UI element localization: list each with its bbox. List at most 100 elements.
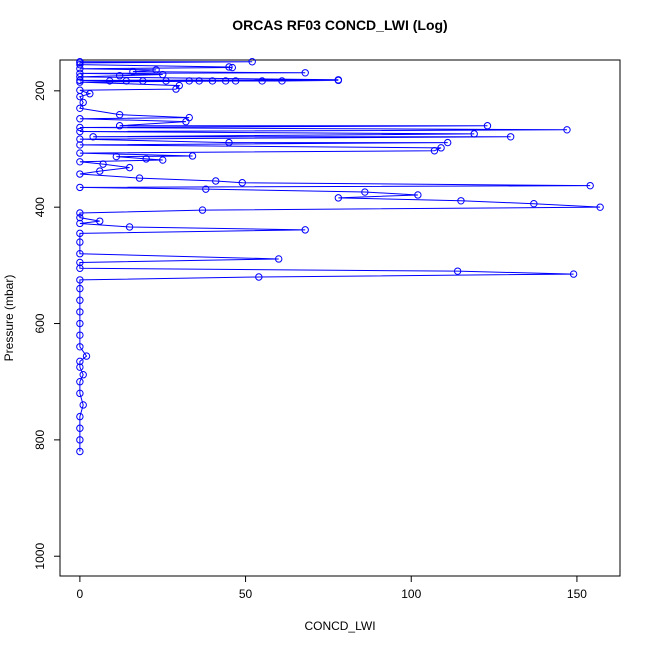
data-point: [76, 115, 84, 123]
data-point: [139, 77, 147, 85]
data-point: [301, 69, 309, 77]
data-point: [76, 363, 84, 371]
data-point: [185, 77, 193, 85]
data-point: [122, 77, 130, 85]
data-point: [125, 223, 134, 231]
data-point: [248, 58, 256, 66]
data-point: [99, 160, 107, 168]
data-point: [238, 179, 246, 187]
data-point: [125, 163, 134, 172]
data-point: [255, 273, 263, 281]
x-axis-label: CONCD_LWI: [304, 619, 375, 633]
data-point: [76, 123, 84, 132]
data-point: [76, 412, 84, 421]
data-point: [334, 76, 343, 85]
data-point: [76, 447, 84, 456]
data-point: [76, 238, 84, 246]
data-point: [96, 167, 104, 175]
data-point: [79, 371, 87, 379]
data-point: [453, 267, 462, 275]
data-point: [89, 133, 97, 141]
data-point: [76, 141, 84, 149]
data-point: [182, 117, 190, 126]
data-point: [152, 66, 160, 74]
data-point: [258, 77, 266, 85]
plot-frame: [59, 59, 621, 577]
data-point: [86, 90, 94, 98]
data-point: [76, 319, 84, 328]
data-point: [76, 258, 84, 267]
data-point: [76, 250, 84, 258]
data-point: [96, 217, 104, 225]
data-point: [76, 436, 84, 444]
data-point: [443, 138, 452, 147]
y-tick-label: 800: [33, 430, 47, 450]
x-tick-label: 0: [77, 587, 84, 601]
data-point: [506, 133, 515, 141]
data-point: [115, 122, 124, 130]
data-point: [76, 158, 84, 166]
data-point: [430, 147, 439, 155]
x-tick-label: 50: [239, 587, 253, 601]
data-point: [76, 264, 84, 272]
data-point: [334, 194, 343, 202]
data-point: [437, 144, 445, 152]
data-point: [76, 343, 84, 351]
data-point: [361, 188, 369, 196]
y-tick-label: 400: [33, 197, 47, 217]
y-tick-label: 600: [33, 313, 47, 333]
data-point: [195, 77, 203, 85]
data-point: [76, 284, 84, 293]
data-point: [76, 104, 84, 112]
data-point: [76, 127, 84, 136]
data-point: [79, 401, 87, 409]
data-point: [76, 170, 84, 178]
data-point: [225, 138, 233, 147]
data-point: [159, 156, 167, 164]
data-point: [76, 308, 84, 316]
data-point: [76, 276, 84, 284]
data-point: [231, 77, 240, 85]
data-point: [530, 199, 538, 208]
data-point: [129, 67, 137, 76]
data-point: [228, 63, 237, 72]
data-point: [225, 63, 233, 71]
data-line: [79, 61, 601, 452]
data-point: [135, 174, 144, 182]
data-point: [82, 352, 91, 360]
x-tick-label: 100: [401, 587, 421, 601]
y-tick-label: 1000: [33, 543, 47, 570]
data-point: [76, 60, 84, 69]
data-point: [198, 206, 207, 214]
data-point: [162, 77, 170, 85]
data-point: [76, 135, 84, 143]
data-point: [470, 130, 478, 138]
data-point: [414, 191, 422, 199]
data-point: [457, 197, 465, 205]
y-axis-label: Pressure (mbar): [2, 275, 16, 362]
data-point: [112, 152, 121, 161]
data-point: [76, 69, 84, 78]
data-point: [76, 424, 84, 432]
data-point: [483, 122, 492, 130]
data-point: [76, 65, 84, 73]
data-point: [212, 177, 220, 185]
data-point: [76, 229, 84, 238]
data-point: [569, 270, 578, 278]
data-point: [172, 85, 180, 93]
data-point: [76, 296, 84, 304]
data-point: [106, 77, 114, 85]
data-point: [159, 70, 167, 79]
data-point: [76, 219, 84, 228]
data-point: [76, 209, 84, 217]
data-point: [76, 389, 84, 398]
data-point: [76, 378, 84, 386]
data-point: [79, 98, 87, 107]
data-point: [76, 73, 84, 81]
data-point: [208, 77, 217, 85]
data-point: [76, 331, 84, 339]
data-point: [76, 92, 84, 101]
data-point: [76, 183, 84, 192]
data-point: [115, 72, 124, 80]
